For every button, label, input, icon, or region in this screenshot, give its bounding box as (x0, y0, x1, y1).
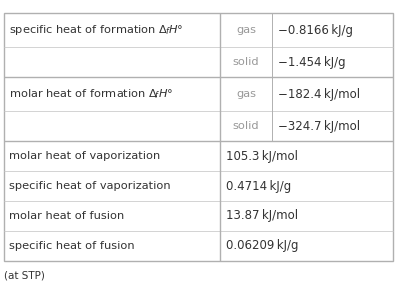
Text: gas: gas (236, 89, 256, 99)
Text: (at STP): (at STP) (4, 270, 45, 280)
Text: molar heat of formation $\Delta_{\!f}H°$: molar heat of formation $\Delta_{\!f}H°$ (9, 87, 173, 101)
Text: 0.4714 kJ/g: 0.4714 kJ/g (226, 180, 291, 193)
Text: −0.8166 kJ/g: −0.8166 kJ/g (278, 23, 353, 36)
Text: specific heat of formation $\Delta_{\!f}H°$: specific heat of formation $\Delta_{\!f}… (9, 23, 183, 37)
Text: solid: solid (233, 57, 260, 67)
Text: molar heat of fusion: molar heat of fusion (9, 211, 124, 221)
Text: solid: solid (233, 121, 260, 131)
Text: molar heat of vaporization: molar heat of vaporization (9, 151, 160, 161)
Text: −324.7 kJ/mol: −324.7 kJ/mol (278, 120, 360, 133)
Text: specific heat of fusion: specific heat of fusion (9, 241, 134, 251)
Bar (4, 13, 393, 261)
Text: 13.87 kJ/mol: 13.87 kJ/mol (226, 209, 298, 223)
Text: −182.4 kJ/mol: −182.4 kJ/mol (278, 88, 360, 101)
Text: 0.06209 kJ/g: 0.06209 kJ/g (226, 239, 299, 252)
Text: 105.3 kJ/mol: 105.3 kJ/mol (226, 150, 298, 163)
Text: gas: gas (236, 25, 256, 35)
Text: −1.454 kJ/g: −1.454 kJ/g (278, 56, 346, 69)
Text: specific heat of vaporization: specific heat of vaporization (9, 181, 170, 191)
